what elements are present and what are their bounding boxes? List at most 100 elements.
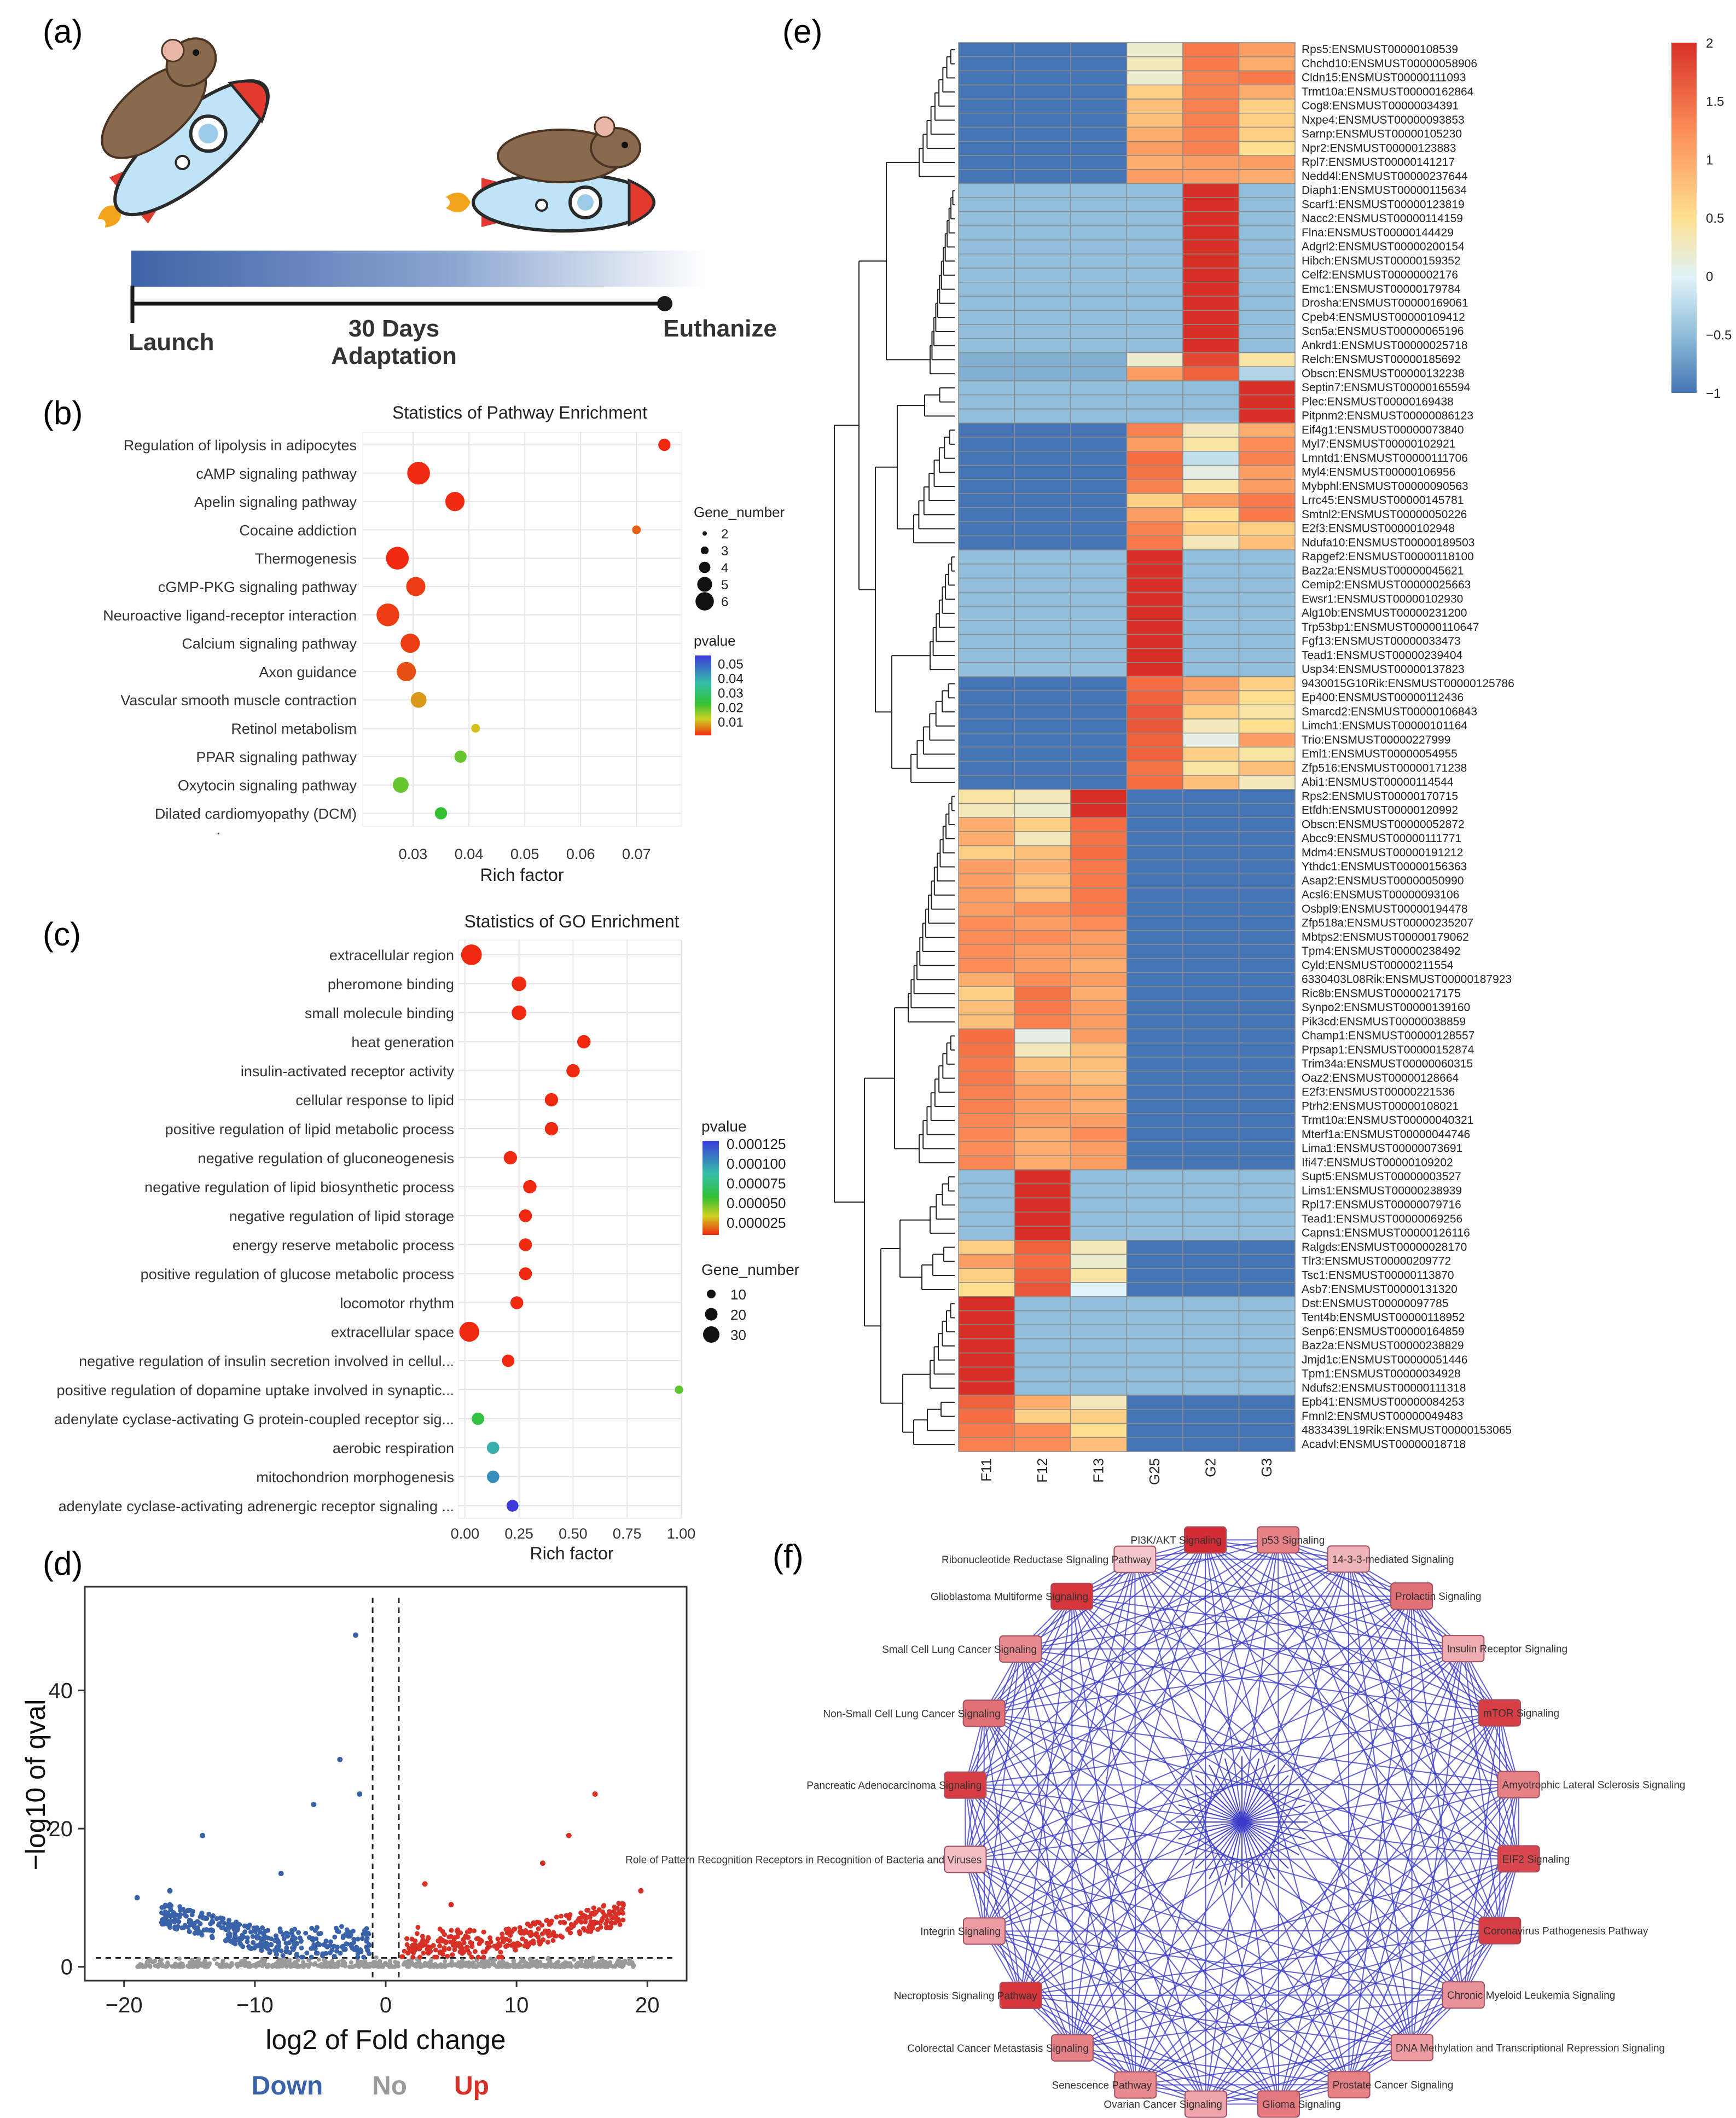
heatmap-cell (1070, 465, 1128, 480)
heatmap-cell (1182, 1324, 1240, 1339)
volcano-point-no (605, 1964, 610, 1969)
heatmap-row-label: Myl4:ENSMUST00000106956 (1302, 466, 1455, 479)
heatmap-cell (1238, 1197, 1296, 1212)
heatmap-cell (958, 845, 1015, 861)
heatmap-cell (1070, 1296, 1128, 1312)
volcano-point-no (159, 1957, 164, 1962)
volcano-point-no (613, 1964, 618, 1969)
heatmap-cell (1014, 451, 1071, 466)
pathway-point (393, 777, 409, 793)
network-edge (1205, 1540, 1413, 2048)
heatmap-cell (1014, 1240, 1071, 1255)
volcano-point-down (245, 1935, 250, 1941)
heatmap-cell (1070, 437, 1128, 452)
heatmap-row-label: Plec:ENSMUST00000169438 (1302, 396, 1454, 408)
volcano-point-no (621, 1963, 626, 1968)
heatmap-cell (958, 1338, 1015, 1354)
heatmap-cell (1126, 1155, 1183, 1170)
go-category-label: negative regulation of insulin secretion… (79, 1353, 454, 1370)
heatmap-cell (1182, 1268, 1240, 1283)
heatmap-cell (1182, 1366, 1240, 1382)
heatmap-cell (1238, 1084, 1296, 1100)
heatmap-cell (1126, 211, 1183, 227)
heatmap-cell (1014, 775, 1071, 790)
heatmap-cell (1070, 113, 1128, 128)
volcano-point-no (538, 1962, 543, 1967)
network-edge (1205, 1539, 1412, 1597)
heatmap-cell (1126, 141, 1183, 156)
volcano-point-no (494, 1964, 499, 1969)
heatmap-cell (1238, 1141, 1296, 1156)
volcano-point-up (450, 1952, 455, 1958)
heatmap-cell (958, 521, 1015, 536)
network-node-label: Coronavirus Pathogenesis Pathway (1483, 1926, 1648, 1937)
heatmap-cell (1238, 1169, 1296, 1185)
volcano-point-down (329, 1947, 335, 1953)
heatmap-cell (958, 197, 1015, 212)
heatmap-row-label: Mbtps2:ENSMUST00000179062 (1302, 931, 1469, 943)
heatmap-cell (1070, 42, 1128, 57)
go-point (523, 1180, 537, 1194)
heatmap-cell (1182, 1437, 1240, 1452)
volcano-point-no (601, 1961, 606, 1966)
volcano-point-no (577, 1962, 582, 1966)
volcano-point-up (561, 1919, 566, 1925)
heatmap-cell (1070, 676, 1128, 692)
heatmap-cell (1182, 591, 1240, 607)
pathway-size-legend-dot (702, 531, 707, 536)
heatmap-cell (1238, 366, 1296, 381)
volcano-point-up (509, 1929, 515, 1934)
volcano-x-tick-label: −20 (106, 1993, 143, 2017)
heatmap-cell (1014, 394, 1071, 410)
volcano-point-down (296, 1930, 301, 1935)
heatmap-cell (1014, 84, 1071, 100)
network-node-label: Amyotrophic Lateral Sclerosis Signaling (1502, 1780, 1686, 1791)
volcano-point-up (498, 1949, 503, 1955)
volcano-point-up (500, 1931, 505, 1937)
volcano-point-down (269, 1942, 274, 1947)
heatmap-cell (1126, 662, 1183, 677)
volcano-point-down (269, 1936, 274, 1942)
heatmap-row-label: Lima1:ENSMUST00000073691 (1302, 1142, 1462, 1155)
go-category-label: negative regulation of gluconeogenesis (198, 1150, 454, 1167)
volcano-point-up (638, 1888, 644, 1894)
volcano-point-up (426, 1951, 431, 1956)
heatmap-cell (1182, 620, 1240, 635)
pathway-size-legend-dot (699, 561, 711, 573)
volcano-point-down (177, 1904, 183, 1910)
network-node (1113, 1545, 1157, 1573)
heatmap-cell (1070, 493, 1128, 508)
heatmap-cell (1014, 1028, 1071, 1043)
heatmap-cell (1238, 451, 1296, 466)
heatmap-cell (1014, 873, 1071, 889)
network-edge (1241, 1821, 1260, 1886)
network-edge (1185, 1821, 1243, 1855)
heatmap-cell (1070, 70, 1128, 85)
volcano-point-up (611, 1914, 616, 1919)
heatmap-cell (1126, 676, 1183, 692)
pathway-color-legend-label: 0.01 (718, 715, 744, 730)
network-edge (984, 1649, 1021, 1931)
heatmap-cell (1182, 902, 1240, 917)
heatmap-cell (958, 451, 1015, 466)
go-size-legend-label: 30 (730, 1327, 746, 1343)
heatmap-cell (1070, 733, 1128, 748)
network-edge (1020, 1648, 1500, 1714)
volcano-point-down (355, 1936, 361, 1942)
heatmap-cell (1182, 1113, 1240, 1128)
volcano-point-up (592, 1910, 597, 1915)
pathway-size-legend-label: 5 (721, 578, 728, 593)
heatmap-cell (1126, 113, 1183, 128)
volcano-point-up (439, 1938, 445, 1943)
heatmap-cell (958, 437, 1015, 452)
volcano-point-up (579, 1914, 584, 1920)
network-edge (965, 1596, 1073, 1786)
go-size-legend-dot (703, 1326, 719, 1343)
heatmap-cell (1238, 126, 1296, 142)
volcano-point-down (287, 1950, 293, 1955)
pathway-point (386, 547, 409, 570)
volcano-point-up (564, 1913, 569, 1918)
network-edge (965, 1859, 1413, 2049)
heatmap-cell (1014, 422, 1071, 438)
